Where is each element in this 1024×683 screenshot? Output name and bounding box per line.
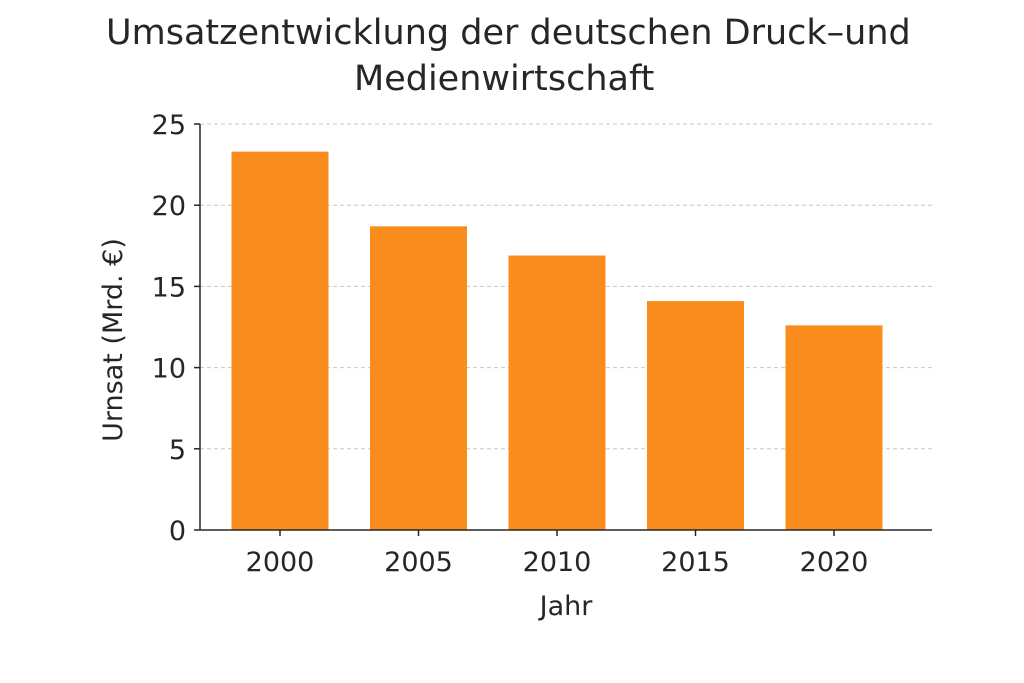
y-tick-label: 0 (169, 516, 186, 547)
bar-2005 (370, 226, 467, 530)
y-tick-label: 10 (152, 354, 186, 385)
x-tick-label: 2010 (523, 547, 592, 578)
bars (231, 151, 883, 530)
chart-title-line-1: Umsatzentwicklung der deutschen Druck–un… (106, 13, 911, 53)
bar-2010 (508, 255, 606, 530)
bar-2015 (647, 301, 744, 530)
y-tick-label: 15 (152, 272, 186, 303)
x-axis-label: Jahr (538, 591, 594, 622)
y-tick-labels: 0 5 10 15 20 25 (152, 110, 200, 547)
axes (199, 124, 932, 531)
y-tick-label: 5 (169, 435, 186, 466)
y-tick-label: 25 (152, 110, 186, 141)
bar-2000 (231, 151, 329, 530)
x-tick-labels: 2000 2005 2010 2015 2020 (246, 530, 869, 578)
x-tick-label: 2015 (661, 547, 730, 578)
chart-title-line-2: Medienwirtschaft (354, 59, 655, 99)
bar-2020 (785, 325, 883, 530)
x-tick-label: 2000 (246, 547, 315, 578)
x-tick-label: 2020 (800, 547, 869, 578)
x-tick-label: 2005 (384, 547, 453, 578)
y-axis-label: Urnsat (Mrd. €) (98, 238, 129, 442)
y-tick-label: 20 (152, 191, 186, 222)
